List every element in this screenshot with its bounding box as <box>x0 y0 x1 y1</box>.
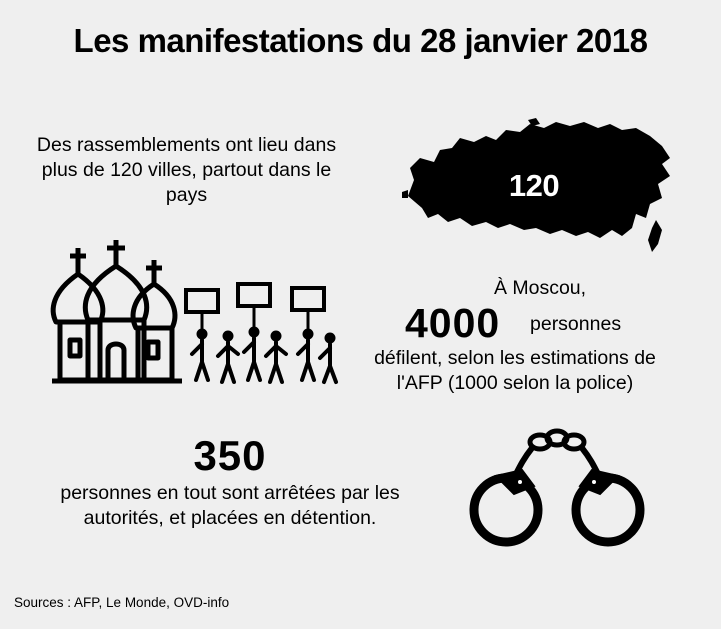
moscow-estimate-text: défilent, selon les estimations de l'AFP… <box>374 347 656 394</box>
arrests-text: personnes en tout sont arrêtées par les … <box>60 482 400 529</box>
protesters-icon <box>184 282 338 384</box>
arrests-number: 350 <box>193 432 267 479</box>
sources-footer: Sources : AFP, Le Monde, OVD-info <box>14 595 230 610</box>
church-icon <box>50 240 182 384</box>
map-number-label: 120 <box>508 168 560 203</box>
page-title: Les manifestations du 28 janvier 2018 <box>73 22 648 59</box>
moscow-number: 4000 <box>405 300 501 346</box>
russia-map-icon <box>402 118 670 252</box>
moscow-intro-text: À Moscou, <box>493 277 587 299</box>
cities-text: Des rassemblements ont lieu dans plus de… <box>36 134 337 206</box>
handcuffs-icon <box>469 428 645 547</box>
moscow-unit-text: personnes <box>530 313 622 335</box>
